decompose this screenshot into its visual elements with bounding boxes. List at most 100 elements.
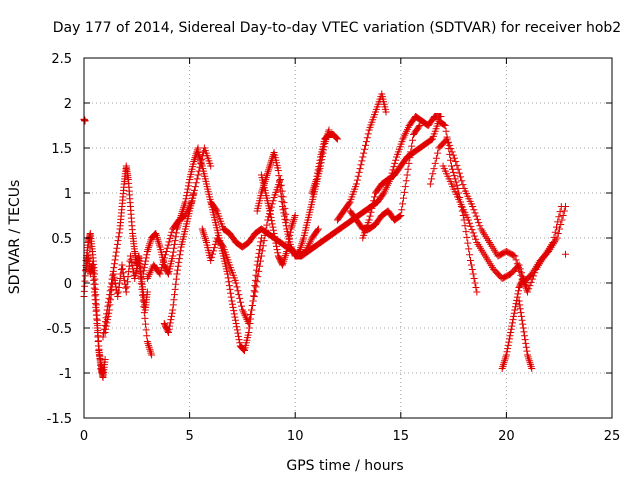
data-point	[448, 148, 456, 156]
data-point	[467, 261, 475, 269]
x-tick-label: 0	[80, 429, 88, 444]
data-point	[527, 278, 535, 286]
data-point	[172, 229, 180, 237]
data-point	[115, 233, 123, 241]
data-point	[554, 230, 562, 237]
data-point	[191, 183, 199, 191]
data-point	[106, 301, 114, 309]
y-axis-title: SDTVAR / TECUs	[7, 180, 23, 295]
data-point	[140, 303, 148, 311]
data-point	[123, 283, 131, 291]
data-point	[366, 212, 374, 220]
data-point	[521, 332, 529, 340]
data-point	[360, 149, 368, 157]
data-point	[517, 269, 525, 277]
data-point	[284, 241, 292, 249]
data-point	[115, 229, 123, 237]
data-point	[135, 257, 143, 264]
data-point	[458, 177, 466, 185]
data-point	[122, 284, 130, 292]
data-point	[472, 235, 480, 243]
data-point	[444, 138, 452, 146]
data-point	[432, 154, 440, 162]
data-point	[519, 324, 527, 332]
data-point	[512, 256, 520, 264]
data-point	[472, 212, 480, 220]
data-point	[371, 193, 379, 201]
data-point	[208, 253, 216, 261]
data-point	[447, 156, 455, 164]
data-point	[554, 218, 562, 226]
data-point	[431, 159, 439, 167]
data-point	[211, 240, 219, 248]
data-point	[382, 108, 390, 116]
data-point	[102, 322, 110, 330]
data-point	[116, 275, 124, 282]
data-point	[258, 247, 266, 255]
data-point	[118, 261, 126, 269]
data-point	[119, 269, 127, 277]
data-point	[172, 275, 180, 283]
data-point	[160, 257, 168, 265]
data-point	[112, 283, 120, 291]
data-point	[452, 158, 460, 165]
data-point	[142, 320, 150, 328]
data-point	[526, 282, 534, 290]
data-point	[268, 217, 276, 225]
data-point	[391, 159, 399, 167]
grid	[84, 58, 612, 418]
data-point	[105, 294, 113, 302]
data-point	[231, 316, 239, 324]
data-point	[190, 189, 198, 197]
data-point	[314, 226, 322, 234]
data-point	[148, 351, 156, 359]
data-point	[352, 180, 360, 188]
data-point	[108, 285, 116, 293]
data-point	[183, 188, 191, 196]
data-point	[462, 228, 470, 236]
data-point	[453, 161, 461, 169]
data-point	[471, 209, 479, 217]
y-tick-label: 2	[64, 97, 72, 112]
data-point	[276, 182, 284, 190]
data-point	[345, 199, 353, 207]
data-point	[504, 341, 512, 349]
data-point	[235, 291, 243, 299]
x-axis-title: GPS time / hours	[286, 458, 403, 474]
data-point	[175, 255, 183, 263]
data-point	[517, 312, 525, 320]
data-point	[273, 246, 281, 254]
data-point	[194, 171, 202, 179]
data-point	[162, 248, 170, 255]
data-point	[228, 297, 236, 305]
y-tick-label: 1	[64, 187, 72, 202]
data-point	[369, 201, 377, 209]
data-point	[280, 212, 288, 220]
data-point	[252, 271, 260, 279]
data-point	[279, 203, 287, 210]
y-tick-label: 1.5	[51, 142, 72, 157]
data-point	[319, 149, 327, 157]
data-point	[164, 241, 172, 249]
data-point	[110, 270, 118, 278]
data-point	[127, 255, 135, 263]
data-point	[251, 288, 259, 296]
data-point	[111, 280, 119, 288]
data-point	[286, 228, 294, 236]
data-point	[171, 237, 179, 245]
data-point	[207, 162, 215, 170]
data-point	[368, 204, 376, 212]
data-point	[516, 305, 524, 313]
data-point	[470, 275, 478, 282]
data-point	[362, 138, 370, 146]
data-point	[505, 338, 513, 346]
series-arc-8	[160, 189, 198, 336]
chart-title: Day 177 of 2014, Sidereal Day-to-day VTE…	[53, 20, 621, 36]
y-tick-label: -1	[59, 367, 72, 382]
y-tick-label: 2.5	[51, 52, 72, 67]
series-arc-10	[198, 176, 291, 327]
series-arc-14	[291, 113, 445, 260]
data-point	[399, 200, 407, 208]
data-point	[517, 309, 525, 317]
